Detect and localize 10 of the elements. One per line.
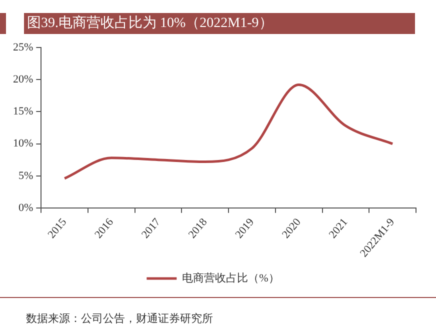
y-tick-label: 15% [12, 106, 34, 118]
legend-label: 电商营收占比（%） [182, 271, 280, 284]
y-tick-label: 5% [18, 170, 34, 182]
y-tick-label: 25% [12, 41, 34, 54]
source-note: 数据来源：公司公告，财通证券研究所 [26, 312, 213, 326]
y-tick-label: 10% [12, 138, 34, 150]
line-series [63, 84, 394, 180]
y-tick-label: 20% [12, 74, 34, 86]
y-tick-label: 0% [18, 202, 34, 214]
chart-title: 图39.电商营收占比为 10%（2022M1-9） [24, 13, 415, 34]
